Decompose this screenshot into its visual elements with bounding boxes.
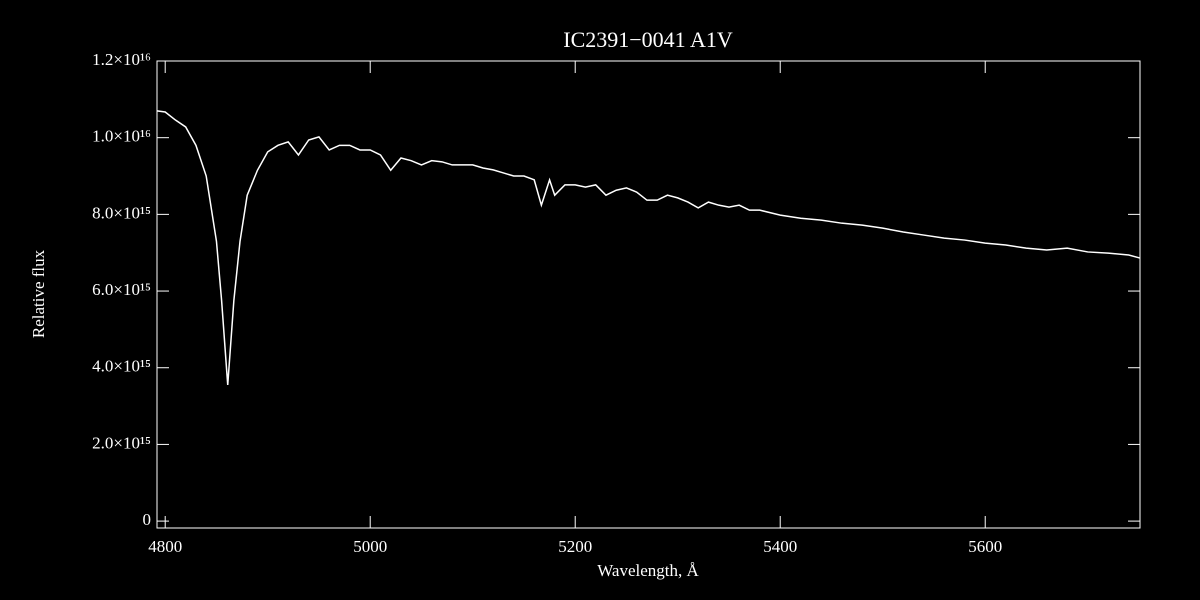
y-tick-label: 0 — [143, 510, 152, 529]
y-tick-label: 4.0×10¹⁵ — [92, 357, 151, 376]
y-tick-label: 6.0×10¹⁵ — [92, 280, 151, 299]
x-tick-label: 4800 — [148, 537, 182, 556]
y-tick-label: 8.0×10¹⁵ — [92, 203, 151, 222]
x-tick-label: 5200 — [558, 537, 592, 556]
y-tick-label: 1.2×10¹⁶ — [92, 50, 151, 69]
y-tick-label: 2.0×10¹⁵ — [92, 433, 151, 452]
plot-frame — [156, 60, 1141, 529]
x-axis-label: Wavelength, Å — [597, 561, 699, 580]
chart-title: IC2391−0041 A1V — [563, 27, 733, 52]
y-axis-label: Relative flux — [29, 249, 48, 338]
y-tick-label: 1.0×10¹⁶ — [92, 127, 151, 146]
x-tick-label: 5000 — [353, 537, 387, 556]
x-tick-label: 5600 — [968, 537, 1002, 556]
x-tick-label: 5400 — [763, 537, 797, 556]
spectrum-line — [156, 110, 1141, 386]
